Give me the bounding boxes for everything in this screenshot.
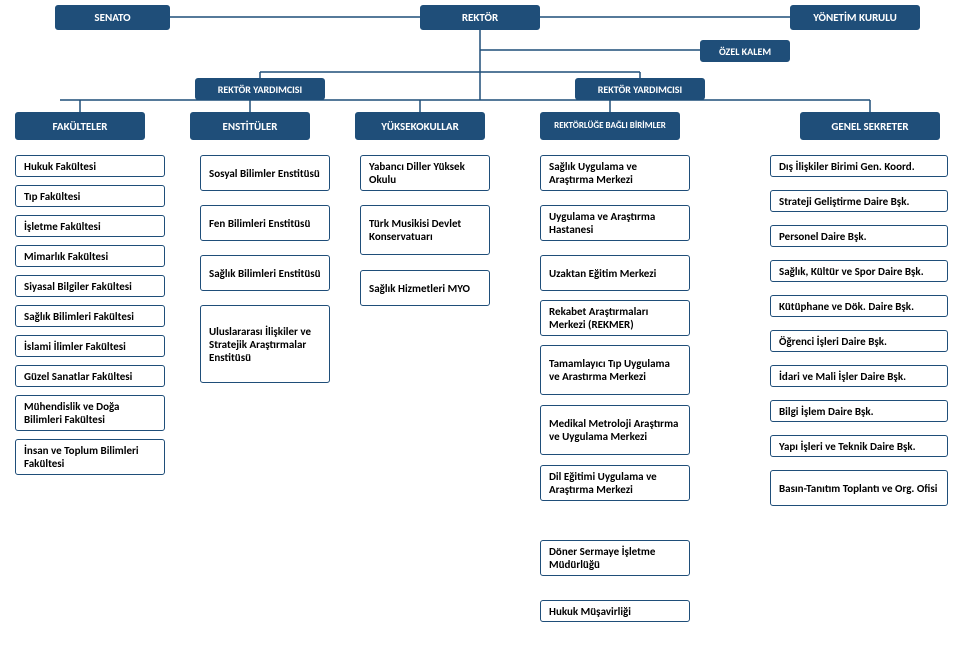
enst-item: Uluslararası İlişkiler ve Stratejik Araş… <box>200 305 330 383</box>
genel-label: Strateji Geliştirme Daire Bşk. <box>779 195 909 208</box>
bagli-item: Uzaktan Eğitim Merkezi <box>540 255 690 291</box>
fak-label: Güzel Sanatlar Fakültesi <box>24 370 132 383</box>
bagli-label: Sağlık Uygulama ve Araştırma Merkezi <box>549 160 681 186</box>
bagli-header-label: REKTÖRLÜĞE BAĞLI BİRİMLER <box>554 121 666 131</box>
bagli-item: Döner Sermaye İşletme Müdürlüğü <box>540 540 690 576</box>
genel-header-label: GENEL SEKRETER <box>831 120 908 133</box>
yardimci2-label: REKTÖR YARDIMCISI <box>598 83 682 96</box>
fak-label: İslami İlimler Fakültesi <box>24 340 126 353</box>
ozel-kalem-label: ÖZEL KALEM <box>719 45 771 58</box>
yok-label: Sağlık Hizmetleri MYO <box>369 282 470 295</box>
enst-label: Uluslararası İlişkiler ve Stratejik Araş… <box>209 325 321 364</box>
fak-label: Hukuk Fakültesi <box>24 160 96 173</box>
genel-item: İdari ve Mali İşler Daire Bşk. <box>770 365 948 387</box>
bagli-label: Uzaktan Eğitim Merkezi <box>549 267 656 280</box>
genel-item: Basın-Tanıtım Toplantı ve Org. Ofisi <box>770 470 948 506</box>
ozel-kalem-box: ÖZEL KALEM <box>700 40 790 62</box>
enst-item: Sosyal Bilimler Enstitüsü <box>200 155 330 191</box>
fakulteler-header-label: FAKÜLTELER <box>52 120 107 133</box>
yok-item: Türk Musikisi Devlet Konservatuarı <box>360 205 490 255</box>
genel-item: Kütüphane ve Dök. Daire Bşk. <box>770 295 948 317</box>
fak-item: Mimarlık Fakültesi <box>15 245 165 267</box>
fakulteler-header: FAKÜLTELER <box>15 112 145 140</box>
genel-header: GENEL SEKRETER <box>800 112 940 140</box>
genel-label: İdari ve Mali İşler Daire Bşk. <box>779 370 906 383</box>
enst-label: Sosyal Bilimler Enstitüsü <box>209 167 320 180</box>
fak-label: Mühendislik ve Doğa Bilimleri Fakültesi <box>24 400 156 426</box>
fak-label: Sağlık Bilimleri Fakültesi <box>24 310 134 323</box>
genel-label: Sağlık, Kültür ve Spor Daire Bşk. <box>779 265 924 278</box>
fak-item: Sağlık Bilimleri Fakültesi <box>15 305 165 327</box>
genel-item: Strateji Geliştirme Daire Bşk. <box>770 190 948 212</box>
genel-item: Bilgi İşlem Daire Bşk. <box>770 400 948 422</box>
genel-item: Dış İlişkiler Birimi Gen. Koord. <box>770 155 948 177</box>
fak-item: Hukuk Fakültesi <box>15 155 165 177</box>
fak-label: İşletme Fakültesi <box>24 220 101 233</box>
fak-item: İslami İlimler Fakültesi <box>15 335 165 357</box>
fak-item: Mühendislik ve Doğa Bilimleri Fakültesi <box>15 395 165 431</box>
enst-item: Fen Bilimleri Enstitüsü <box>200 205 330 241</box>
enst-label: Fen Bilimleri Enstitüsü <box>209 217 310 230</box>
enst-label: Sağlık Bilimleri Enstitüsü <box>209 267 321 280</box>
bagli-item: Medikal Metroloji Araştırma ve Uygulama … <box>540 405 690 455</box>
bagli-label: Hukuk Müşavirliği <box>549 605 631 618</box>
bagli-item: Tamamlayıcı Tıp Uygulama ve Arastırma Me… <box>540 345 690 395</box>
bagli-label: Tamamlayıcı Tıp Uygulama ve Arastırma Me… <box>549 357 681 383</box>
bagli-item: Sağlık Uygulama ve Araştırma Merkezi <box>540 155 690 191</box>
yok-item: Sağlık Hizmetleri MYO <box>360 270 490 306</box>
yonetim-box: YÖNETİM KURULU <box>790 5 920 30</box>
bagli-label: Döner Sermaye İşletme Müdürlüğü <box>549 545 681 571</box>
fak-label: Mimarlık Fakültesi <box>24 250 108 263</box>
fak-item: Siyasal Bilgiler Fakültesi <box>15 275 165 297</box>
bagli-header: REKTÖRLÜĞE BAĞLI BİRİMLER <box>540 112 680 140</box>
yuksekokullar-header-label: YÜKSEKOKULLAR <box>381 120 459 133</box>
yardimci1-label: REKTÖR YARDIMCISI <box>218 83 302 96</box>
fak-label: İnsan ve Toplum Bilimleri Fakültesi <box>24 444 156 470</box>
genel-item: Öğrenci İşleri Daire Bşk. <box>770 330 948 352</box>
senato-label: SENATO <box>94 11 130 24</box>
genel-label: Yapı İşleri ve Teknik Daire Bşk. <box>779 440 916 453</box>
genel-label: Basın-Tanıtım Toplantı ve Org. Ofisi <box>779 482 938 495</box>
bagli-label: Medikal Metroloji Araştırma ve Uygulama … <box>549 417 681 443</box>
genel-label: Kütüphane ve Dök. Daire Bşk. <box>779 300 914 313</box>
genel-label: Öğrenci İşleri Daire Bşk. <box>779 335 887 348</box>
yonetim-label: YÖNETİM KURULU <box>813 11 897 24</box>
fak-item: İnsan ve Toplum Bilimleri Fakültesi <box>15 439 165 475</box>
yok-label: Türk Musikisi Devlet Konservatuarı <box>369 217 481 243</box>
fak-label: Tıp Fakültesi <box>24 190 80 203</box>
rektor-label: REKTÖR <box>462 11 498 24</box>
genel-label: Dış İlişkiler Birimi Gen. Koord. <box>779 160 915 173</box>
genel-item: Sağlık, Kültür ve Spor Daire Bşk. <box>770 260 948 282</box>
fak-label: Siyasal Bilgiler Fakültesi <box>24 280 132 293</box>
enstituler-header-label: ENSTİTÜLER <box>223 120 278 133</box>
genel-label: Bilgi İşlem Daire Bşk. <box>779 405 874 418</box>
genel-item: Yapı İşleri ve Teknik Daire Bşk. <box>770 435 948 457</box>
senato-box: SENATO <box>55 5 170 30</box>
fak-item: Tıp Fakültesi <box>15 185 165 207</box>
yardimci1-box: REKTÖR YARDIMCISI <box>195 78 325 100</box>
enst-item: Sağlık Bilimleri Enstitüsü <box>200 255 330 291</box>
fak-item: Güzel Sanatlar Fakültesi <box>15 365 165 387</box>
genel-label: Personel Daire Bşk. <box>779 230 867 243</box>
yuksekokullar-header: YÜKSEKOKULLAR <box>355 112 485 140</box>
yok-label: Yabancı Diller Yüksek Okulu <box>369 160 481 186</box>
yardimci2-box: REKTÖR YARDIMCISI <box>575 78 705 100</box>
genel-item: Personel Daire Bşk. <box>770 225 948 247</box>
enstituler-header: ENSTİTÜLER <box>190 112 310 140</box>
rektor-box: REKTÖR <box>420 5 540 30</box>
bagli-item: Hukuk Müşavirliği <box>540 600 690 622</box>
yok-item: Yabancı Diller Yüksek Okulu <box>360 155 490 191</box>
fak-item: İşletme Fakültesi <box>15 215 165 237</box>
bagli-label: Dil Eğitimi Uygulama ve Araştırma Merkez… <box>549 470 681 496</box>
bagli-item: Uygulama ve Araştırma Hastanesi <box>540 205 690 241</box>
bagli-label: Uygulama ve Araştırma Hastanesi <box>549 210 681 236</box>
bagli-item: Rekabet Araştırmaları Merkezi (REKMER) <box>540 300 690 336</box>
bagli-item: Dil Eğitimi Uygulama ve Araştırma Merkez… <box>540 465 690 501</box>
bagli-label: Rekabet Araştırmaları Merkezi (REKMER) <box>549 305 681 331</box>
